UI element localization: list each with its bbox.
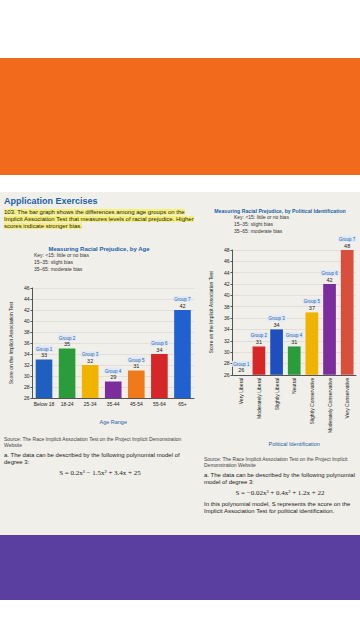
svg-text:36: 36 [224,315,230,321]
svg-text:Group 4: Group 4 [105,369,122,374]
svg-text:46: 46 [24,285,30,291]
html-text:Source: The Race Implicit Asso: Source: The Race Implicit Association Te… [4,436,182,448]
svg-text:Group 7: Group 7 [174,297,191,302]
svg-text:34: 34 [224,326,230,332]
html-text:a. The data can be described b: a. The data can be described by the foll… [4,452,180,466]
svg-text:Group 2: Group 2 [251,333,268,338]
html-text:Application Exercises: Application Exercises [4,196,98,206]
svg-text:Group 5: Group 5 [128,358,145,363]
svg-text:40: 40 [224,292,230,298]
svg-text:Group 7: Group 7 [339,237,356,242]
svg-text:Below 18: Below 18 [34,401,55,407]
svg-text:25-34: 25-34 [84,401,97,407]
svg-text:32: 32 [224,338,230,344]
svg-text:Very Liberal: Very Liberal [238,378,244,404]
svg-text:Key: <15: little or no bias: Key: <15: little or no bias [234,214,289,220]
svg-text:36: 36 [24,340,30,346]
svg-text:31: 31 [291,339,297,345]
svg-text:Group 6: Group 6 [321,271,338,276]
svg-text:Neutral: Neutral [291,378,297,394]
svg-text:34: 34 [274,322,280,328]
svg-text:15–35: slight bias: 15–35: slight bias [234,221,273,227]
html-text:S = 0.2x³ − 1.5x² + 3.4x + 25: S = 0.2x³ − 1.5x² + 3.4x + 25 [59,469,141,478]
svg-text:35: 35 [64,341,70,347]
svg-text:Age Range: Age Range [99,419,127,425]
svg-text:38: 38 [24,329,30,335]
svg-text:Group 1: Group 1 [233,362,250,367]
svg-text:Group 1: Group 1 [36,347,53,352]
svg-text:28: 28 [224,360,230,366]
svg-text:44: 44 [24,296,30,302]
svg-text:33: 33 [41,352,47,358]
svg-text:38: 38 [224,304,230,310]
svg-text:37: 37 [309,305,315,311]
svg-text:Very Conservative: Very Conservative [344,378,350,419]
svg-text:Group 3: Group 3 [82,352,99,357]
svg-text:26: 26 [24,395,30,401]
svg-text:Measuring Racial Prejudice, by: Measuring Racial Prejudice, by Political… [214,208,345,214]
svg-text:30: 30 [24,373,30,379]
html-text:Source: The Race Implicit Asso: Source: The Race Implicit Association Te… [204,456,348,468]
svg-text:Political Identification: Political Identification [269,441,320,447]
svg-text:31: 31 [256,339,262,345]
svg-text:30: 30 [224,349,230,355]
svg-text:44: 44 [224,270,230,276]
svg-text:Slightly Conservative: Slightly Conservative [309,378,315,425]
svg-text:35–65: moderate bias: 35–65: moderate bias [34,266,83,272]
svg-text:26: 26 [224,372,230,378]
svg-text:46: 46 [224,258,230,264]
html-text:S = −0.02x³ + 0.4x² + 1.2x + 2: S = −0.02x³ + 0.4x² + 1.2x + 22 [235,489,325,498]
svg-text:42: 42 [24,307,30,313]
svg-text:42: 42 [179,303,185,309]
svg-text:34: 34 [24,351,30,357]
svg-text:28: 28 [24,384,30,390]
svg-text:Group 3: Group 3 [268,316,285,321]
svg-text:32: 32 [87,358,93,364]
svg-text:35–65: moderate bias: 35–65: moderate bias [234,228,283,234]
svg-text:35-44: 35-44 [107,401,120,407]
svg-text:48: 48 [344,243,350,249]
svg-text:40: 40 [24,318,30,324]
svg-text:Score on the Implicit Associat: Score on the Implicit Association Test [208,271,214,354]
svg-text:Group 4: Group 4 [286,333,303,338]
svg-text:32: 32 [24,362,30,368]
svg-text:42: 42 [326,277,332,283]
svg-text:42: 42 [224,281,230,287]
svg-text:Moderately Conservative: Moderately Conservative [327,378,333,434]
html-text:In this polynomial model, S re: In this polynomial model, S represents t… [204,500,351,514]
svg-text:65+: 65+ [178,401,187,407]
svg-text:34: 34 [156,347,162,353]
svg-text:26: 26 [238,367,244,373]
svg-text:45-54: 45-54 [130,401,143,407]
svg-text:55-64: 55-64 [153,401,166,407]
svg-text:18-24: 18-24 [61,401,74,407]
svg-text:Key: <15: little or no bias: Key: <15: little or no bias [34,252,89,258]
svg-text:29: 29 [110,374,116,380]
html-text:103. The bar graph shows the d: 103. The bar graph shows the differences… [4,209,194,230]
svg-text:Slightly Liberal: Slightly Liberal [274,378,280,411]
svg-text:Group 5: Group 5 [304,299,321,304]
svg-text:48: 48 [224,247,230,253]
svg-text:15–35: slight bias: 15–35: slight bias [34,259,73,265]
svg-text:31: 31 [133,363,139,369]
html-text:a. The data can be described b: a. The data can be described by the foll… [204,472,355,486]
svg-text:Group 6: Group 6 [151,341,168,346]
svg-text:Group 2: Group 2 [59,336,76,341]
svg-text:Score on the Implicit Associat: Score on the Implicit Association Test [8,301,14,384]
svg-text:Measuring Racial Prejudice, by: Measuring Racial Prejudice, by Age [48,246,150,252]
svg-text:Moderately Liberal: Moderately Liberal [256,378,262,419]
